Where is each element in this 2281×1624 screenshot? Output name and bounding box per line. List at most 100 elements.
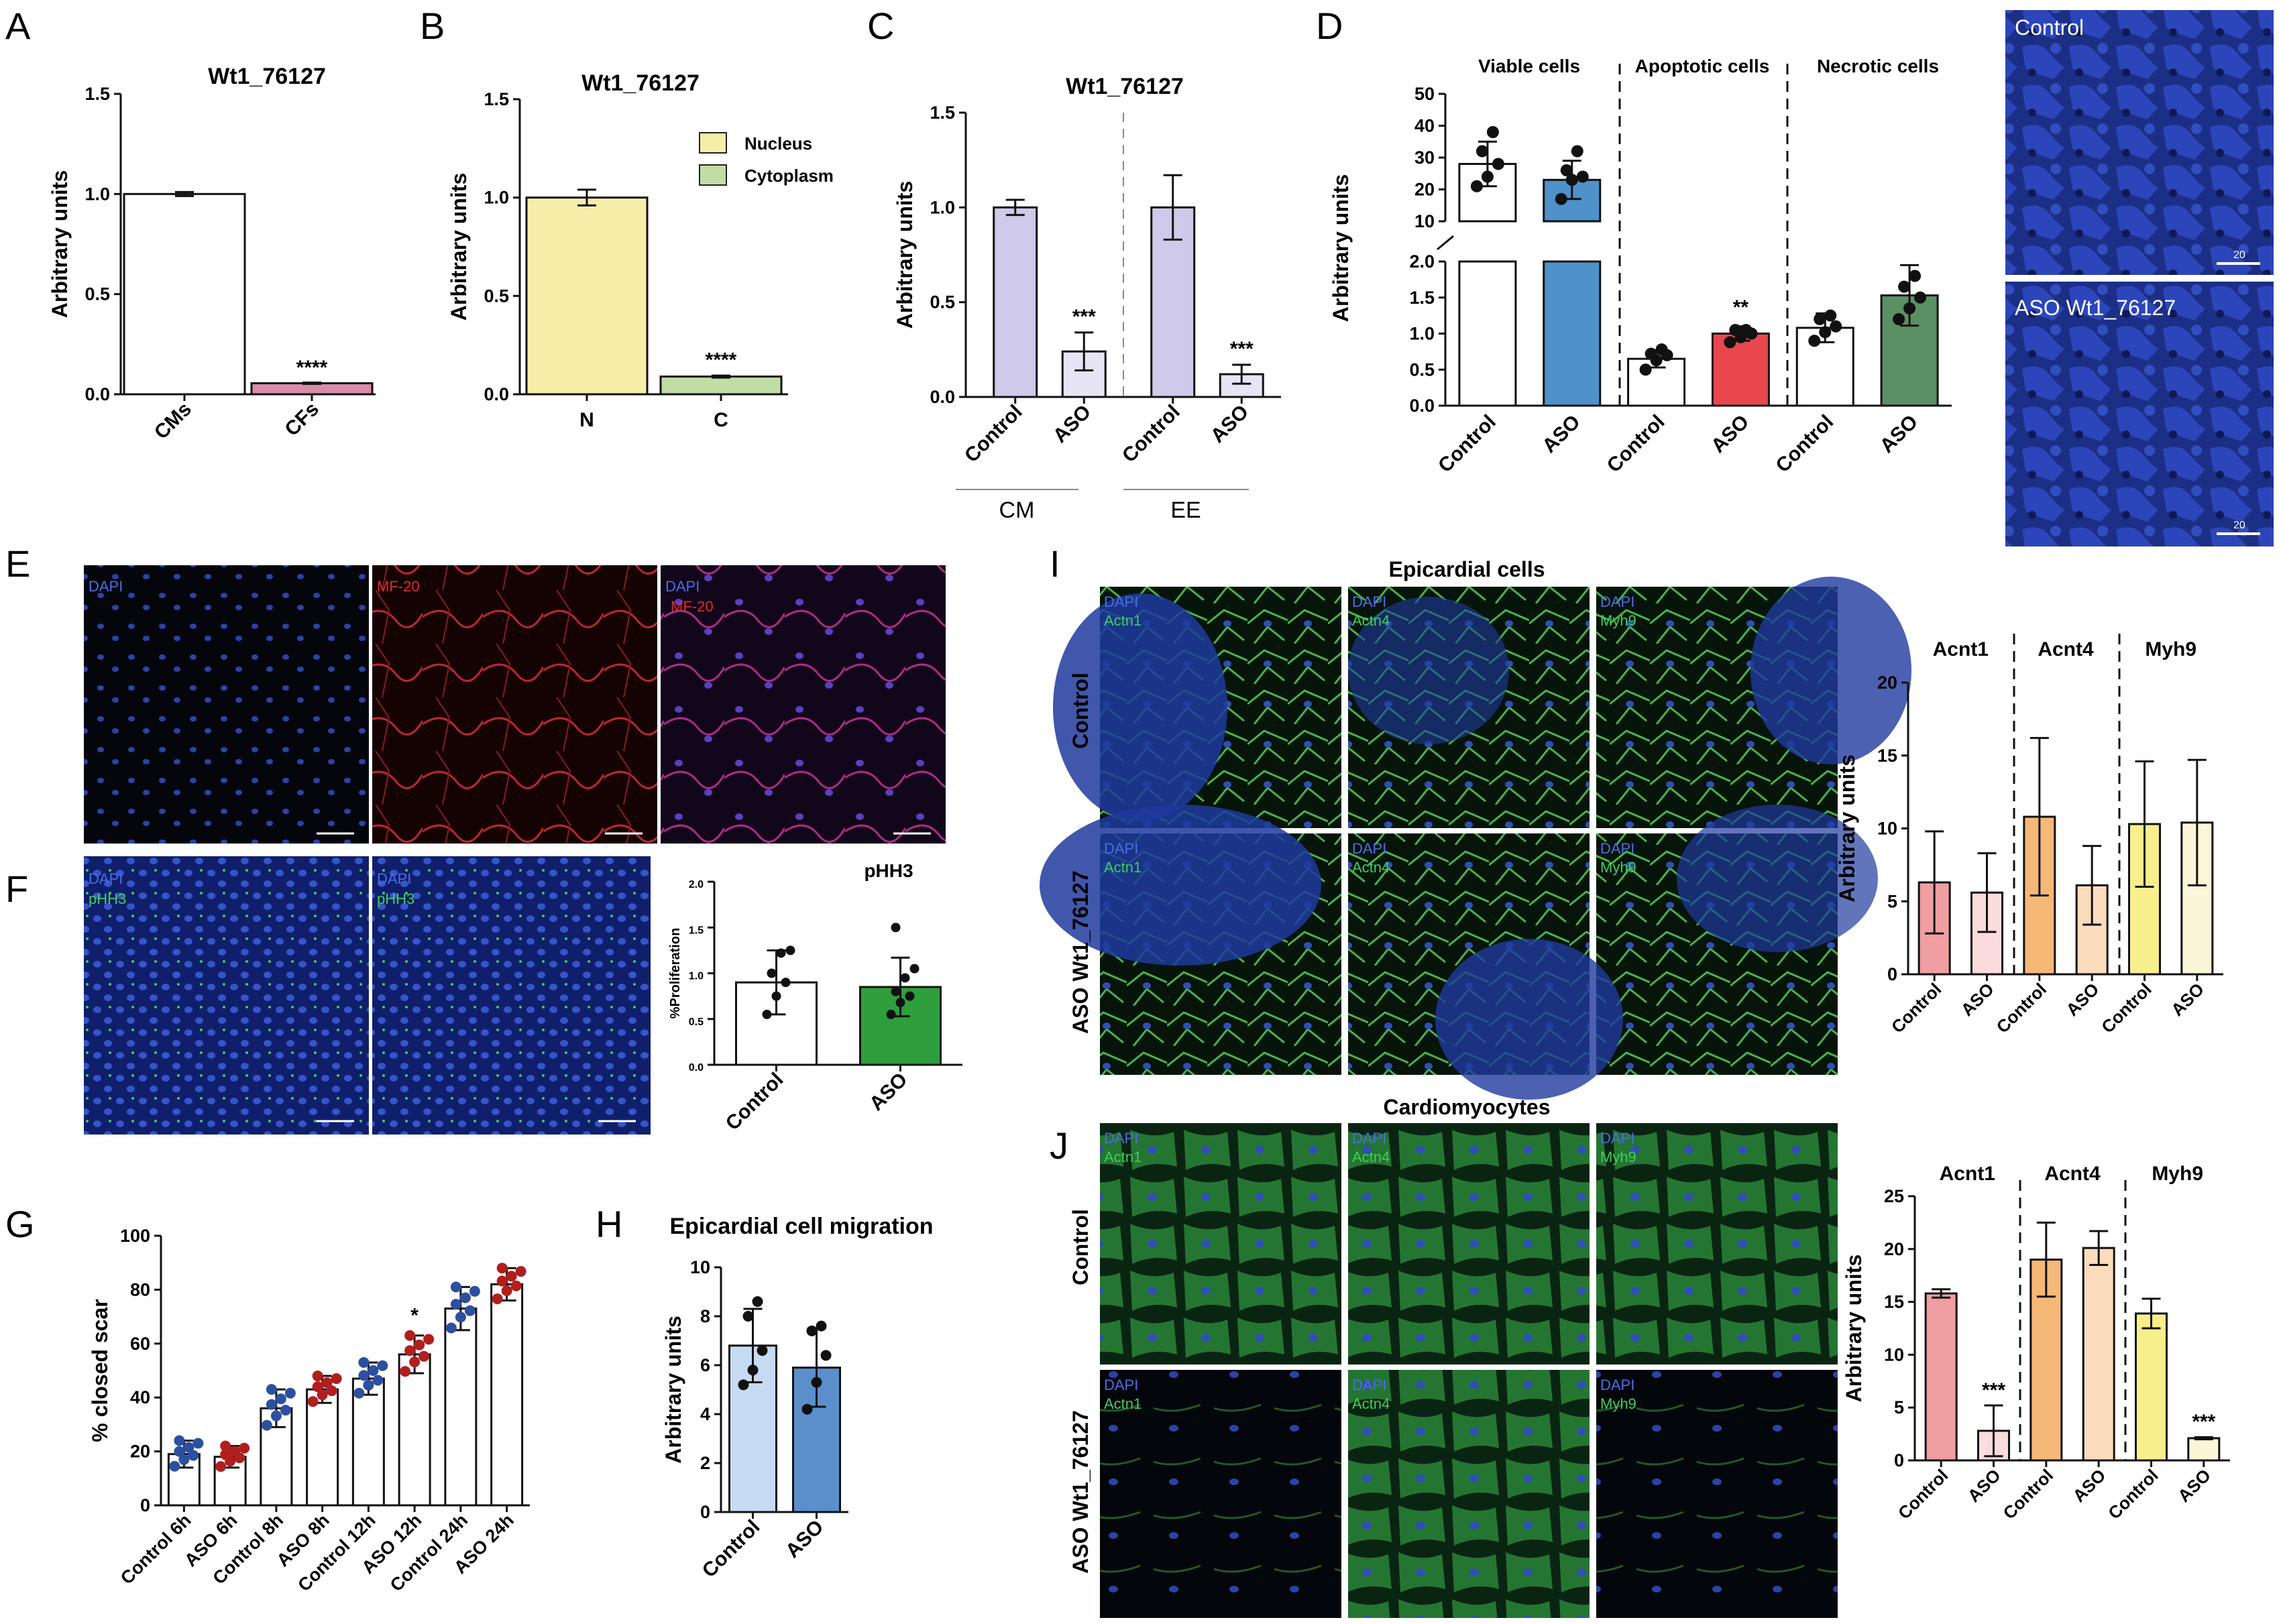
- data-point: [377, 1360, 388, 1371]
- data-point: [806, 1325, 818, 1336]
- data-point: [900, 973, 910, 983]
- significance-marker: **: [1733, 296, 1749, 318]
- data-point: [895, 998, 905, 1008]
- data-point: [909, 964, 920, 974]
- stain-label-phh3: pHH3: [89, 890, 126, 907]
- data-point: [1639, 363, 1652, 376]
- data-point: [1576, 170, 1589, 183]
- stain-label-actn4: Actn4: [1352, 859, 1390, 876]
- micrograph-label: Control: [2015, 15, 2084, 40]
- y-tick-label: 0.0: [930, 387, 955, 407]
- significance-marker: *: [410, 1305, 419, 1327]
- data-point: [1470, 180, 1483, 192]
- data-point: [400, 1366, 411, 1377]
- stain-label-dapi: DAPI: [89, 870, 123, 887]
- x-tick-label: ASO: [1707, 411, 1753, 457]
- y-tick-label: 8: [700, 1306, 710, 1326]
- y-tick-label: 50: [1414, 84, 1435, 104]
- micrograph-e-mf20: MF-20: [372, 565, 657, 844]
- x-tick-label: Control: [722, 1069, 788, 1135]
- significance-marker: ***: [1230, 338, 1254, 360]
- stain-label-dapi: DAPI: [1600, 1377, 1634, 1393]
- panel-letter-e: E: [5, 542, 30, 585]
- data-point: [1740, 324, 1753, 337]
- data-point: [284, 1387, 296, 1399]
- legend-swatch-cytoplasm: [699, 164, 727, 186]
- data-point: [785, 945, 795, 955]
- data-point: [1724, 336, 1736, 349]
- x-tick-label: Control: [1603, 411, 1669, 477]
- stain-label-dapi: DAPI: [1104, 840, 1138, 857]
- data-point: [506, 1271, 517, 1282]
- data-point: [905, 991, 915, 1001]
- x-tick-label: ASO: [781, 1516, 828, 1562]
- stain-label-actn1: Actn1: [1104, 1149, 1142, 1165]
- chart-a: 0.0 0.5 1.0 1.5 Arbitrary units CMs CFs ****: [48, 84, 376, 444]
- data-point: [776, 948, 786, 958]
- data-point: [261, 1419, 272, 1431]
- micrograph-grid-j: DAPI Actn1 DAPI Actn4 DAPI Myh9 DAPI Act…: [1100, 1123, 1838, 1618]
- group-label: EE: [1170, 498, 1201, 523]
- y-tick-label: 1.0: [930, 197, 955, 217]
- data-point: [1824, 309, 1837, 322]
- significance-marker: ****: [296, 357, 328, 379]
- data-point: [496, 1263, 508, 1274]
- x-tick-label: Control: [1118, 401, 1184, 467]
- group-label: Acnt1: [1933, 638, 1989, 660]
- y-tick-label: 25: [1884, 1186, 1904, 1206]
- y-tick-label: 2: [700, 1453, 710, 1473]
- y-tick-label: 1.0: [85, 184, 110, 204]
- bar: [2135, 1312, 2168, 1462]
- micrograph-label: ASO Wt1_76127: [2015, 296, 2176, 320]
- bar: [444, 1308, 478, 1507]
- data-point: [174, 1435, 185, 1446]
- group-label: Myh9: [2152, 1163, 2203, 1185]
- significance-marker: ***: [1072, 306, 1096, 328]
- x-tick-label: ASO: [2068, 1465, 2109, 1506]
- y-tick-label: 100: [120, 1226, 150, 1246]
- data-point: [215, 1461, 227, 1472]
- panel-c-title: Wt1_76127: [1066, 74, 1184, 99]
- data-point: [1645, 347, 1657, 360]
- y-tick-label: 1.5: [689, 925, 704, 936]
- micrograph-e-dapi: DAPI: [84, 565, 369, 844]
- y-tick-label: 0.5: [689, 1017, 704, 1028]
- y-tick-label: 1.0: [689, 971, 704, 982]
- micrograph-d-control: Control 20: [2005, 10, 2274, 275]
- y-tick-label: 0: [1894, 1450, 1904, 1470]
- data-point: [331, 1373, 342, 1385]
- y-axis-label: Arbitrary units: [1835, 754, 1859, 902]
- y-tick-label: 30: [1414, 148, 1435, 168]
- axis-break: [1437, 235, 1454, 251]
- x-tick-label: ASO: [1876, 411, 1922, 457]
- y-axis-label: Arbitrary units: [1842, 1255, 1866, 1402]
- data-point: [1492, 158, 1504, 170]
- data-point: [192, 1438, 204, 1449]
- y-tick-label: 2.0: [689, 879, 704, 890]
- panel-b-title: Wt1_76127: [581, 70, 700, 96]
- panel-j-row-aso: ASO Wt1_76127: [1068, 1410, 1093, 1574]
- y-tick-label: 0.0: [484, 384, 509, 404]
- data-point: [419, 1350, 430, 1362]
- x-tick-label: ASO: [1207, 401, 1253, 447]
- y-axis-label: Arbitrary units: [48, 170, 72, 318]
- panel-letter-i: I: [1050, 542, 1060, 585]
- stain-label-dapi: DAPI: [665, 578, 700, 595]
- data-point: [445, 1322, 457, 1334]
- y-tick-label: 60: [130, 1334, 150, 1354]
- bar: [1543, 260, 1602, 407]
- data-point: [178, 1454, 190, 1465]
- stain-label-actn4: Actn4: [1352, 612, 1390, 629]
- data-point: [762, 1009, 772, 1019]
- y-tick-label: 1.5: [930, 103, 955, 123]
- panel-d-group-necrotic: Necrotic cells: [1817, 56, 1939, 76]
- data-point: [275, 1393, 286, 1405]
- data-point: [1565, 174, 1578, 186]
- x-tick-label: ASO: [865, 1069, 911, 1115]
- x-tick-label: Control: [1771, 411, 1838, 477]
- panel-letter-g: G: [5, 1203, 35, 1245]
- data-point: [515, 1266, 526, 1277]
- data-point: [757, 1345, 768, 1356]
- panel-letter-c: C: [867, 5, 894, 47]
- data-point: [738, 1379, 749, 1391]
